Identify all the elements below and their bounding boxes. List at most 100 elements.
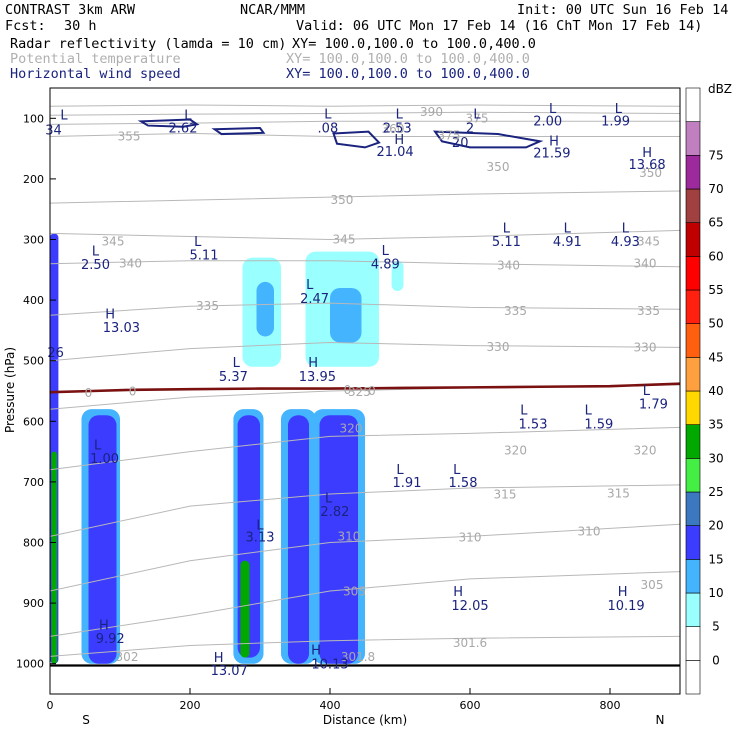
- model-title: CONTRAST 3km ARW: [5, 2, 136, 18]
- init-time: Init: 00 UTC Sun 16 Feb 14: [517, 2, 728, 18]
- theta-label: 310: [459, 531, 482, 545]
- reflectivity-cell: [240, 560, 250, 658]
- wind-extremum-value: 13.07: [211, 664, 248, 679]
- freezing-level-line: [49, 382, 681, 394]
- theta-label: 320: [340, 422, 363, 436]
- theta-label: 345: [333, 233, 356, 247]
- theta-label: 335: [196, 299, 219, 313]
- theta-label: 301.8: [341, 650, 375, 664]
- wind-extremum-value: 26: [47, 346, 64, 361]
- theta-label: 310: [578, 525, 601, 539]
- wind-extremum-value: 2.53: [383, 122, 412, 137]
- theta-label: 310: [337, 529, 360, 543]
- wind-extremum-value: 2: [466, 122, 474, 137]
- wind-extremum-value: 12.05: [451, 599, 488, 614]
- theta-label: 350: [639, 166, 662, 180]
- colorbar-swatch: [685, 87, 701, 122]
- wind-extremum-type: L: [615, 102, 623, 117]
- x-end-label-left: S: [82, 713, 90, 727]
- colorbar: 0 5 10 15 20 25 30 35 40 45 50 55 60 65 70 75 dBZ: [685, 82, 732, 695]
- wind-extremum-value: 4.93: [611, 235, 640, 250]
- wind-extremum-value: 1.59: [584, 417, 613, 432]
- theta-contour: [49, 111, 681, 116]
- wind-extremum-value: 10.13: [311, 657, 348, 672]
- colorbar-unit: dBZ: [708, 82, 732, 96]
- theta-label: 390: [420, 105, 443, 119]
- theta-label: 315: [494, 488, 517, 502]
- reflectivity-cell: [256, 281, 274, 337]
- wind-extremum-value: 2.00: [533, 114, 562, 129]
- wind-extremum-type: L: [382, 244, 390, 259]
- y-tick-label: 700: [23, 476, 44, 489]
- wind-extremum-value: 1.79: [639, 397, 668, 412]
- wind-extremum-value: 2.50: [81, 258, 110, 273]
- wind-extremum-value: 2.62: [169, 122, 198, 137]
- colorbar-tick-label: 70: [708, 182, 723, 196]
- x-tick-label: 800: [600, 699, 621, 712]
- colorbar-swatch: [685, 525, 701, 560]
- wind-extremum-type: L: [396, 463, 404, 478]
- theta-label: 375: [438, 128, 461, 142]
- wind-extremum-type: L: [184, 108, 192, 123]
- y-tick-label: 100: [23, 112, 44, 125]
- wind-extremum-type: H: [642, 146, 652, 161]
- x-tick-label: 600: [460, 699, 481, 712]
- field-1-range: XY= 100.0,100.0 to 100.0,400.0: [292, 36, 536, 52]
- theta-contour: [49, 260, 681, 268]
- x-tick-label: 400: [320, 699, 341, 712]
- wind-extremum-type: H: [394, 133, 404, 148]
- reflectivity-cell: [391, 260, 404, 292]
- wind-extremum-value: 13.95: [299, 370, 336, 385]
- wind-extremum-type: H: [214, 651, 224, 666]
- wind-extremum-type: L: [473, 108, 481, 123]
- wind-extremum-type: L: [92, 245, 100, 260]
- wind-extremum-value: 2.82: [320, 505, 349, 520]
- colorbar-tick-label: 40: [708, 384, 723, 398]
- colorbar-swatch: [685, 626, 701, 661]
- theta-label: 302: [116, 650, 139, 664]
- colorbar-swatch: [685, 222, 701, 257]
- theta-label: 330: [634, 340, 657, 354]
- field-1-name: Radar reflectivity (lamda = 10 cm): [10, 36, 286, 52]
- reflectivity-cell: [330, 287, 362, 343]
- wind-extremum-type: H: [549, 134, 559, 149]
- colorbar-swatch: [685, 289, 701, 324]
- colorbar-tick-label: 15: [708, 552, 723, 566]
- theta-label: 340: [119, 257, 142, 271]
- theta-label: 305: [343, 585, 366, 599]
- wind-extremum-type: H: [308, 356, 318, 371]
- y-tick-label: 1000: [16, 658, 44, 671]
- theta-contour: [49, 132, 680, 137]
- wind-extremum-value: 1.58: [449, 476, 478, 491]
- wind-extremum-type: L: [503, 222, 511, 237]
- theta-label: 340: [634, 257, 657, 271]
- theta-contour: [49, 190, 681, 204]
- theta-contour: [49, 426, 681, 471]
- colorbar-tick-label: 60: [708, 249, 723, 263]
- wind-extremum-type: L: [643, 384, 651, 399]
- wind-extremum-type: H: [311, 643, 321, 658]
- wind-extremum-value: 1.91: [393, 476, 422, 491]
- wind-extremum-type: L: [94, 439, 102, 454]
- colorbar-tick-label: 10: [708, 586, 723, 600]
- wind-extremum-type: L: [396, 108, 404, 123]
- theta-label: 375: [466, 111, 489, 125]
- freezing-level-label: 0: [368, 384, 376, 398]
- colorbar-swatch: [685, 390, 701, 425]
- org-title: NCAR/MMM: [240, 2, 305, 18]
- theta-label: 330: [487, 340, 510, 354]
- x-end-label-right: N: [656, 713, 665, 727]
- theta-label: 320: [504, 443, 527, 457]
- wind-extremum-type: H: [618, 585, 628, 600]
- colorbar-tick-label: 55: [708, 283, 723, 297]
- fcst-value: 30 h: [64, 18, 97, 34]
- wind-extremum-value: 4.89: [371, 257, 400, 272]
- colorbar-tick-label: 45: [708, 350, 723, 364]
- x-tick-label: 200: [180, 699, 201, 712]
- wind-extremum-value: 1.53: [519, 417, 548, 432]
- colorbar-swatch: [685, 357, 701, 392]
- wind-extremum-value: 5.11: [190, 248, 219, 263]
- theta-contour: [49, 484, 681, 537]
- wind-contour-label: 20: [452, 136, 469, 151]
- field-3-name: Horizontal wind speed: [10, 66, 181, 82]
